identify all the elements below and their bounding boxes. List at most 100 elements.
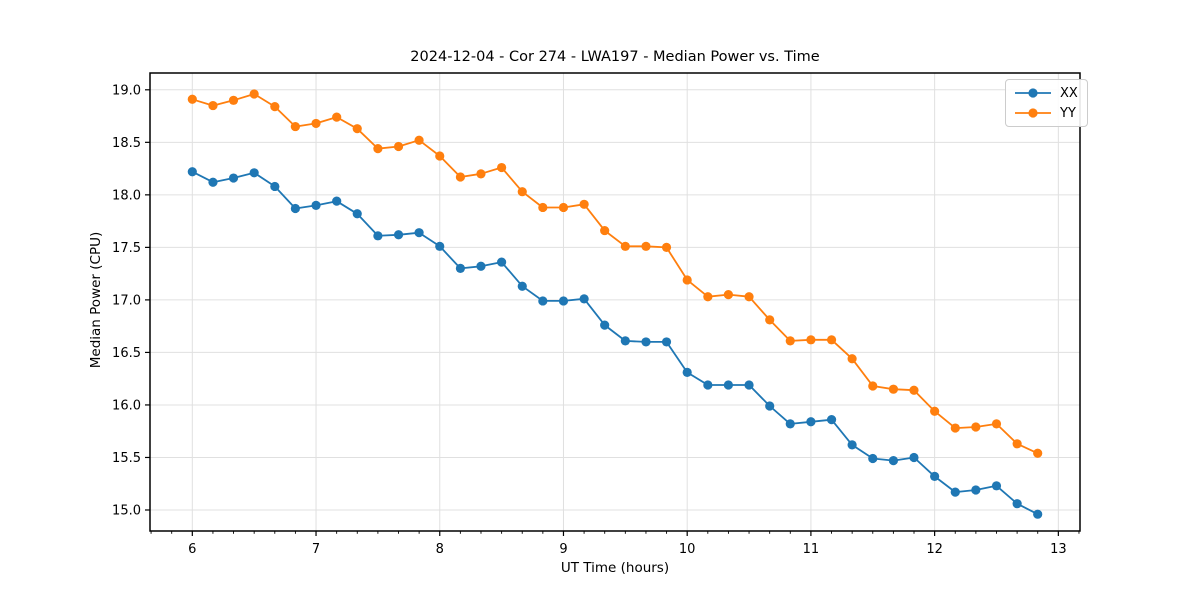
data-point-yy [785, 336, 795, 346]
data-point-yy [414, 135, 424, 145]
data-point-xx [352, 209, 362, 219]
data-point-yy [806, 335, 816, 345]
data-point-yy [888, 384, 899, 394]
data-point-yy [971, 422, 981, 432]
data-point-xx [476, 261, 486, 271]
x-tick-label: 7 [312, 542, 320, 557]
x-axis-label: UT Time (hours) [560, 560, 670, 576]
data-point-xx [641, 337, 651, 347]
data-point-xx [661, 337, 672, 347]
data-point-yy [579, 199, 589, 209]
data-point-yy [1012, 439, 1022, 449]
legend-label-yy: YY [1060, 105, 1076, 121]
x-tick-label: 11 [803, 542, 820, 557]
data-point-xx [414, 228, 424, 238]
data-point-yy [352, 124, 362, 134]
legend-item-xx: XX [1013, 84, 1078, 102]
data-point-yy [393, 141, 404, 152]
data-point-yy [435, 151, 445, 161]
data-point-xx [888, 456, 899, 466]
y-tick-label: 16.0 [112, 398, 141, 413]
data-point-yy [703, 292, 713, 302]
y-tick-label: 18.0 [112, 188, 141, 203]
legend-swatch-yy-icon [1015, 108, 1051, 118]
x-tick-label: 8 [436, 542, 444, 557]
series-line-xx [191, 170, 1039, 516]
data-point-yy [950, 423, 960, 433]
x-tick-label: 6 [188, 542, 196, 557]
data-point-xx [826, 415, 837, 425]
data-point-xx [723, 380, 733, 390]
data-point-xx [290, 203, 300, 214]
data-point-yy [661, 242, 672, 252]
data-point-xx [228, 173, 239, 183]
data-point-xx [497, 257, 507, 267]
data-point-yy [847, 354, 857, 364]
data-point-xx [1012, 499, 1022, 509]
data-point-yy [826, 335, 837, 345]
data-point-yy [909, 385, 919, 395]
y-tick-label: 19.0 [112, 83, 141, 98]
legend: XX YY [1005, 79, 1088, 127]
data-point-yy [476, 169, 486, 179]
data-point-xx [909, 452, 919, 463]
data-point-yy [332, 112, 342, 122]
data-point-yy [497, 162, 507, 173]
data-point-xx [703, 380, 713, 390]
data-point-xx [311, 200, 321, 210]
y-tick-label: 16.5 [112, 346, 141, 361]
plot-border [149, 72, 1081, 532]
data-point-xx [600, 320, 610, 330]
data-point-xx [435, 241, 445, 251]
data-point-xx [868, 453, 878, 464]
data-point-yy [208, 100, 218, 111]
data-point-xx [208, 177, 218, 187]
data-point-xx [847, 440, 857, 450]
data-point-xx [187, 167, 197, 177]
data-point-xx [806, 417, 816, 427]
data-point-xx [538, 296, 548, 306]
x-tick-label: 9 [559, 542, 567, 557]
data-point-xx [517, 281, 527, 291]
data-point-yy [558, 202, 569, 213]
y-tick-label: 15.5 [112, 451, 141, 466]
data-point-yy [868, 381, 878, 391]
data-point-xx [620, 336, 630, 346]
data-point-yy [930, 406, 940, 416]
x-tick-label: 13 [1050, 542, 1067, 557]
series-line-yy [192, 93, 1039, 455]
data-point-yy [228, 95, 239, 105]
legend-item-yy: YY [1013, 104, 1078, 122]
data-point-xx [332, 196, 342, 206]
data-point-yy [270, 102, 280, 112]
x-tick-label: 12 [926, 542, 943, 557]
data-point-yy [620, 241, 630, 251]
y-axis-label: Median Power (CPU) [88, 231, 104, 369]
data-point-yy [187, 94, 197, 104]
data-point-xx [950, 487, 960, 497]
data-point-xx [1033, 509, 1043, 519]
x-tick-label: 10 [679, 542, 696, 557]
data-point-xx [270, 181, 280, 192]
data-point-xx [991, 481, 1002, 491]
y-tick-label: 17.0 [112, 293, 141, 308]
data-point-yy [641, 241, 651, 251]
data-point-yy [991, 419, 1002, 429]
data-point-yy [311, 118, 321, 129]
data-point-xx [971, 485, 981, 495]
data-point-yy [290, 121, 300, 132]
data-point-yy [744, 292, 754, 302]
legend-label-xx: XX [1060, 85, 1078, 101]
data-point-yy [538, 202, 548, 213]
data-point-xx [373, 231, 383, 241]
data-point-xx [682, 367, 692, 377]
legend-swatch-xx-icon [1015, 88, 1051, 98]
data-point-yy [765, 315, 775, 325]
data-point-yy [682, 275, 692, 285]
data-point-yy [1033, 448, 1043, 458]
data-point-yy [249, 89, 259, 99]
data-point-yy [517, 187, 527, 197]
data-point-xx [765, 401, 775, 411]
y-tick-label: 17.5 [112, 241, 141, 256]
